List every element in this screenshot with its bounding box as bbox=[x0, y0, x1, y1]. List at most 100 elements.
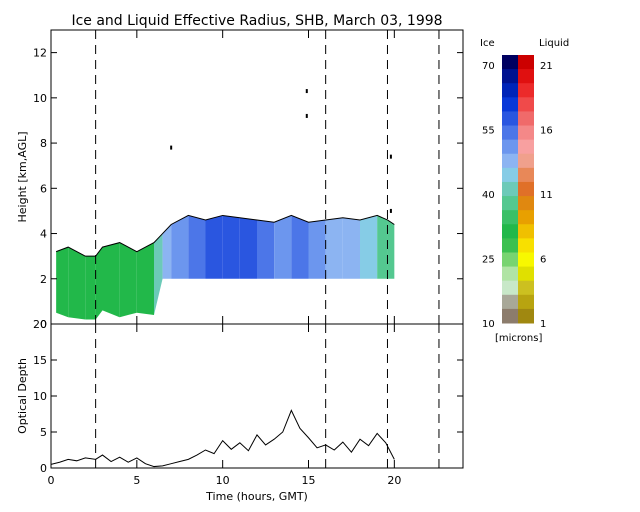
cloud-ice-segment bbox=[308, 219, 326, 279]
y-tick-label: 20 bbox=[33, 318, 47, 331]
cloud-ice-segment bbox=[68, 247, 86, 320]
colorbar-liquid-swatch bbox=[518, 83, 534, 98]
colorbar-ice-label: Ice bbox=[480, 38, 495, 49]
colorbar-liquid-tick: 6 bbox=[540, 255, 546, 266]
colorbar-liquid-swatch bbox=[518, 252, 534, 268]
bottom-panel-frame bbox=[50, 323, 464, 469]
x-tick-label: 0 bbox=[48, 474, 55, 487]
cloud-ice-segment bbox=[387, 219, 395, 279]
colorbar-liquid-swatch bbox=[518, 125, 534, 141]
colorbar-ice-swatch bbox=[502, 139, 518, 155]
effective-radius-panel: 0 2 4 6 8 10 12 Height [km,AGL] bbox=[16, 29, 464, 331]
cloud-ice-segment bbox=[257, 219, 275, 279]
isolated-return bbox=[389, 154, 392, 159]
cloud-ice-segment bbox=[239, 217, 257, 279]
colorbar-ice-swatch bbox=[502, 224, 518, 239]
colorbar-ice-tick: 10 bbox=[482, 319, 495, 330]
isolated-return bbox=[389, 208, 392, 213]
cloud-ice-segment bbox=[205, 215, 223, 279]
colorbar-tick-labels: 70 55 40 25 10 21 16 11 6 1 bbox=[482, 61, 553, 330]
colorbar-ice-scale bbox=[502, 55, 518, 324]
y-tick-label: 10 bbox=[33, 92, 47, 105]
isolated-return bbox=[170, 145, 173, 150]
cloud-ice-segment bbox=[360, 215, 378, 279]
colorbar-ice-swatch bbox=[502, 181, 518, 197]
cloud-ice-segment bbox=[171, 215, 189, 279]
top-y-axis-label: Height [km,AGL] bbox=[16, 131, 29, 222]
y-tick-label: 0 bbox=[40, 318, 47, 331]
colorbar-liquid-tick: 1 bbox=[540, 319, 546, 330]
colorbar-liquid-swatch bbox=[518, 97, 534, 112]
colorbar-units: [microns] bbox=[495, 333, 542, 344]
colorbar-liquid-swatch bbox=[518, 266, 534, 282]
colorbar-ice-swatch bbox=[502, 280, 518, 296]
cloud-ice-segment bbox=[102, 242, 120, 318]
colorbar-liquid-swatch bbox=[518, 238, 534, 253]
colorbar-liquid-swatch bbox=[518, 181, 534, 197]
isolated-return bbox=[305, 89, 308, 94]
cloud-ice-segment bbox=[291, 215, 309, 279]
colorbar-ice-swatch bbox=[502, 69, 518, 84]
colorbar-liquid-swatch bbox=[518, 210, 534, 225]
y-tick-label: 2 bbox=[40, 273, 47, 286]
colorbar-liquid-scale bbox=[518, 55, 534, 324]
y-tick-label: 4 bbox=[40, 228, 47, 241]
colorbar-ice-swatch bbox=[502, 167, 518, 183]
cloud-ice-segment bbox=[85, 256, 96, 320]
cloud-ice-segment bbox=[377, 215, 388, 279]
colorbar-liquid-swatch bbox=[518, 294, 534, 310]
chart-title: Ice and Liquid Effective Radius, SHB, Ma… bbox=[71, 13, 442, 29]
colorbar-ice-swatch bbox=[502, 111, 518, 127]
colorbar-ice-tick: 40 bbox=[482, 190, 495, 201]
cloud-ice-segment bbox=[325, 217, 343, 279]
colorbar-liquid-swatch bbox=[518, 167, 534, 183]
cloud-ice-segment bbox=[162, 224, 172, 279]
x-axis-label: Time (hours, GMT) bbox=[205, 490, 308, 503]
cloud-top-outline bbox=[55, 214, 395, 257]
cloud-ice-segment bbox=[274, 215, 292, 279]
cloud-ice-segment bbox=[119, 242, 137, 318]
colorbar-liquid-label: Liquid bbox=[539, 38, 569, 49]
colorbar-ice-swatch bbox=[502, 97, 518, 112]
colorbar-ice-swatch bbox=[502, 196, 518, 211]
colorbar-ice-swatch bbox=[502, 266, 518, 282]
colorbar-ice-tick: 25 bbox=[482, 255, 495, 266]
y-tick-label: 15 bbox=[33, 354, 47, 367]
colorbar-ice-tick: 70 bbox=[482, 61, 495, 72]
bottom-y-axis-label: Optical Depth bbox=[16, 358, 29, 434]
x-tick-label: 20 bbox=[387, 474, 401, 487]
colorbar-ice-swatch bbox=[502, 238, 518, 253]
colorbar-liquid-swatch bbox=[518, 111, 534, 127]
y-tick-label: 8 bbox=[40, 137, 47, 150]
colorbar-liquid-swatch bbox=[518, 139, 534, 155]
y-tick-label: 6 bbox=[40, 182, 47, 195]
colorbar-liquid-swatch bbox=[518, 308, 534, 324]
isolated-return bbox=[305, 113, 308, 118]
cloud-ice-segment bbox=[154, 233, 163, 315]
colorbar-liquid-swatch bbox=[518, 196, 534, 211]
colorbar-liquid-tick: 11 bbox=[540, 190, 553, 201]
top-axis-ticks: 0 2 4 6 8 10 12 bbox=[33, 30, 463, 331]
x-tick-label: 10 bbox=[216, 474, 230, 487]
colorbar-liquid-tick: 16 bbox=[540, 126, 553, 137]
optical-depth-line bbox=[50, 409, 395, 468]
cloud-ice-segment bbox=[222, 215, 240, 279]
colorbar-liquid-swatch bbox=[518, 280, 534, 296]
colorbar-liquid-swatch bbox=[518, 224, 534, 239]
colorbar-ice-swatch bbox=[502, 55, 518, 70]
colorbar-ice-swatch bbox=[502, 153, 518, 169]
colorbar-liquid-swatch bbox=[518, 69, 534, 84]
y-tick-label: 0 bbox=[40, 462, 47, 475]
x-tick-label: 5 bbox=[133, 474, 140, 487]
effective-radius-heatmap bbox=[55, 89, 395, 320]
colorbar: Ice Liquid 70 55 40 25 10 21 16 11 6 1 [microns] bbox=[480, 38, 569, 344]
y-tick-label: 10 bbox=[33, 390, 47, 403]
x-tick-label: 15 bbox=[302, 474, 316, 487]
y-tick-label: 12 bbox=[33, 47, 47, 60]
y-tick-label: 5 bbox=[40, 426, 47, 439]
colorbar-ice-tick: 55 bbox=[482, 126, 495, 137]
colorbar-ice-swatch bbox=[502, 210, 518, 225]
